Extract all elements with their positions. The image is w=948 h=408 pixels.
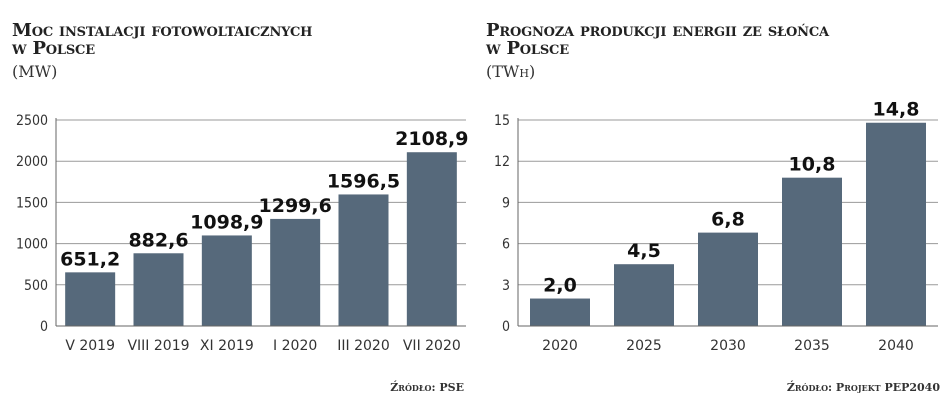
chart-title: Moc instalacji fotowoltaicznych w Polsce bbox=[12, 22, 312, 58]
x-tick-label: 2035 bbox=[794, 338, 830, 354]
data-label: 1596,5 bbox=[327, 170, 400, 192]
y-tick-label: 0 bbox=[40, 319, 48, 335]
bar bbox=[338, 194, 389, 326]
x-tick-label: VII 2020 bbox=[403, 338, 461, 354]
bar bbox=[201, 235, 252, 326]
chart-panel-solar-forecast: Prognoza produkcji energii ze słońca w P… bbox=[474, 0, 948, 408]
chart-title-line2: w Polsce bbox=[12, 38, 95, 59]
chart-unit: (MW) bbox=[12, 62, 58, 81]
bar bbox=[866, 122, 926, 326]
y-tick-label: 0 bbox=[502, 319, 510, 335]
y-tick-label: 2500 bbox=[16, 113, 48, 129]
data-label: 1098,9 bbox=[190, 211, 263, 233]
data-label: 651,2 bbox=[60, 248, 120, 270]
bar bbox=[530, 298, 590, 326]
chart-title-line1: Prognoza produkcji energii ze słońca bbox=[486, 20, 829, 41]
bar-chart-solar-forecast: 0 3 6 9 12 15 2,0 2020 4,5 2025 6,8 2030 10,8 2035 14,… bbox=[494, 99, 938, 354]
bar bbox=[698, 232, 758, 326]
y-tick-label: 2000 bbox=[16, 154, 48, 170]
x-tick-label: 2025 bbox=[626, 338, 662, 354]
chart-panel-installed-capacity: Moc instalacji fotowoltaicznych w Polsce… bbox=[12, 22, 469, 395]
chart-title-line1: Moc instalacji fotowoltaicznych bbox=[12, 20, 313, 41]
y-tick-label: 1000 bbox=[16, 237, 48, 253]
chart-title: Prognoza produkcji energii ze słońca w P… bbox=[486, 22, 829, 58]
y-tick-label: 15 bbox=[494, 113, 510, 129]
x-tick-label: 2040 bbox=[878, 338, 914, 354]
bar bbox=[406, 152, 457, 326]
bar bbox=[65, 272, 116, 326]
data-label: 4,5 bbox=[627, 240, 661, 262]
data-label: 2,0 bbox=[543, 275, 577, 297]
y-tick-label: 1500 bbox=[16, 195, 48, 211]
x-tick-label: XI 2019 bbox=[200, 338, 254, 354]
x-tick-label: VIII 2019 bbox=[127, 338, 189, 354]
data-label: 1299,6 bbox=[259, 195, 332, 217]
plot-area bbox=[56, 120, 466, 326]
chart-unit: (TWh) bbox=[486, 62, 536, 81]
data-label: 882,6 bbox=[128, 229, 188, 251]
y-tick-label: 12 bbox=[494, 154, 510, 170]
data-label: 2108,9 bbox=[395, 128, 468, 150]
data-label: 6,8 bbox=[711, 209, 745, 231]
y-tick-label: 500 bbox=[24, 278, 48, 294]
bar bbox=[782, 177, 842, 326]
y-tick-label: 6 bbox=[502, 237, 510, 253]
chart-source: Źródło: Projekt PEP2040 bbox=[786, 381, 940, 394]
x-tick-label: I 2020 bbox=[273, 338, 317, 354]
data-label: 14,8 bbox=[873, 99, 920, 121]
data-label: 10,8 bbox=[789, 154, 836, 176]
y-tick-label: 9 bbox=[502, 195, 510, 211]
bar bbox=[270, 218, 321, 326]
x-tick-label: III 2020 bbox=[337, 338, 389, 354]
x-tick-label: 2020 bbox=[542, 338, 578, 354]
chart-title-line2: w Polsce bbox=[486, 38, 569, 59]
y-tick-label: 3 bbox=[502, 278, 510, 294]
bar bbox=[614, 264, 674, 326]
bar-chart-installed-capacity: 0 500 1000 1500 2000 2500 651,2 V 2019 882,6 VIII… bbox=[16, 113, 469, 354]
bar bbox=[133, 253, 184, 326]
x-tick-label: V 2019 bbox=[65, 338, 115, 354]
chart-source: Źródło: PSE bbox=[390, 381, 464, 394]
x-tick-label: 2030 bbox=[710, 338, 746, 354]
